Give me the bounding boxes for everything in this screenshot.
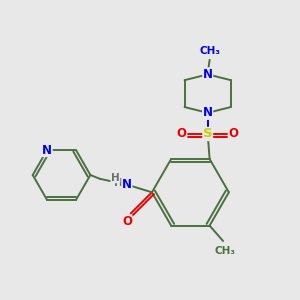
Text: CH₃: CH₃ (214, 246, 236, 256)
Text: O: O (229, 128, 239, 140)
Text: N: N (122, 178, 132, 191)
Text: O: O (176, 128, 187, 140)
Text: N: N (203, 68, 213, 81)
Text: CH₃: CH₃ (199, 46, 220, 56)
Text: N: N (42, 143, 52, 157)
Text: N: N (203, 106, 213, 119)
Text: O: O (122, 215, 132, 228)
Text: H: H (111, 173, 120, 183)
Text: S: S (203, 128, 212, 140)
Text: H: H (114, 178, 123, 188)
